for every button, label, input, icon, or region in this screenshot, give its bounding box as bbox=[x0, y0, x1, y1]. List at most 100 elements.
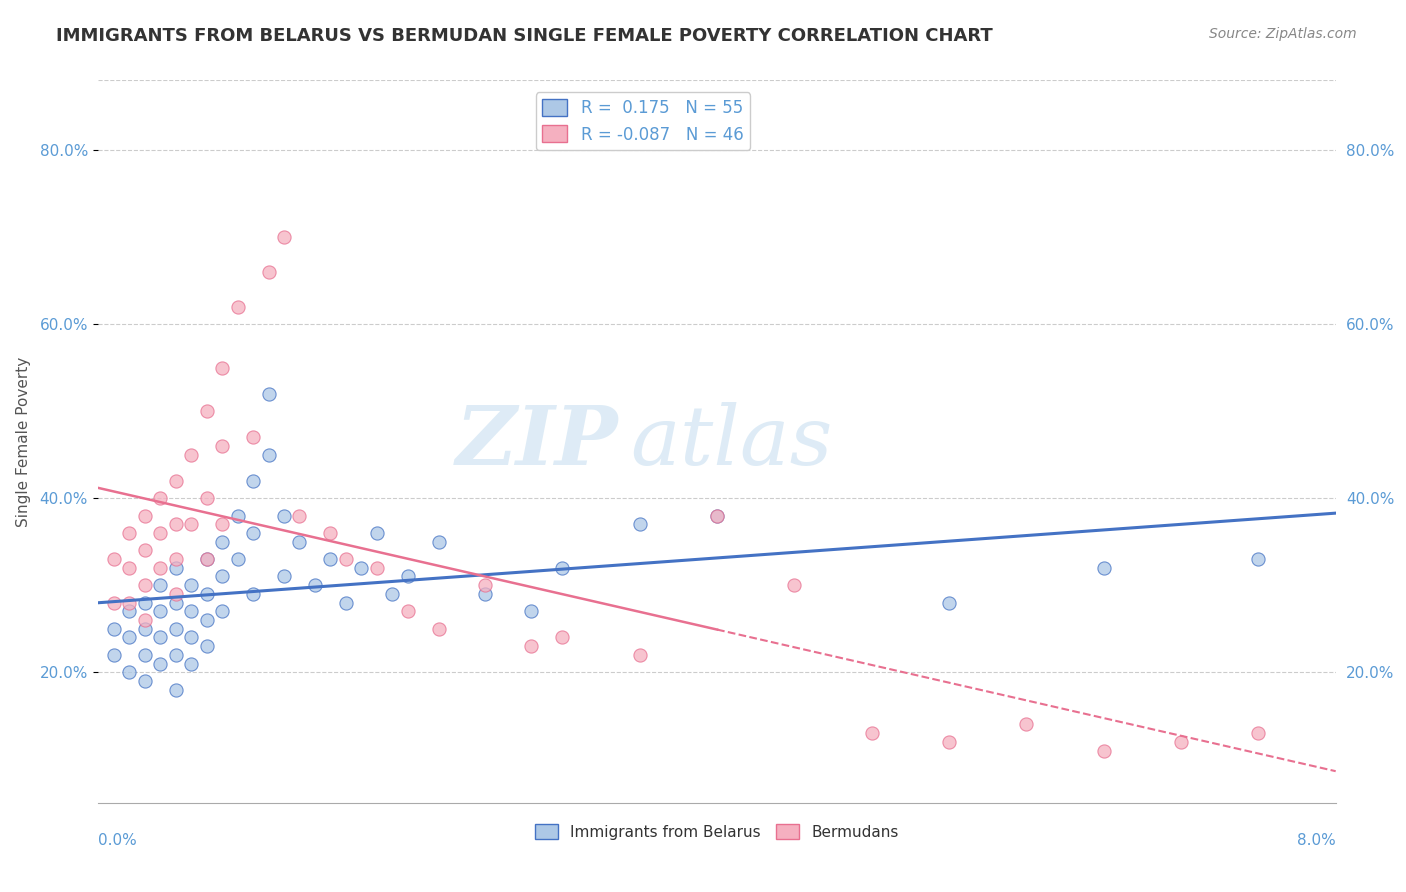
Point bbox=[103, 596, 125, 610]
Point bbox=[474, 578, 496, 592]
Point bbox=[319, 552, 342, 566]
Point bbox=[149, 491, 172, 505]
Point bbox=[366, 525, 388, 540]
Point bbox=[134, 648, 156, 662]
Point bbox=[1015, 717, 1038, 731]
Point bbox=[165, 648, 187, 662]
Point bbox=[180, 657, 202, 671]
Point bbox=[273, 230, 295, 244]
Point bbox=[427, 622, 450, 636]
Point bbox=[628, 517, 651, 532]
Point bbox=[257, 386, 280, 401]
Point bbox=[195, 613, 218, 627]
Point bbox=[180, 631, 202, 645]
Point bbox=[628, 648, 651, 662]
Point bbox=[165, 517, 187, 532]
Point bbox=[149, 561, 172, 575]
Point bbox=[165, 622, 187, 636]
Point bbox=[288, 508, 311, 523]
Point bbox=[242, 587, 264, 601]
Point bbox=[1170, 735, 1192, 749]
Point bbox=[366, 561, 388, 575]
Point bbox=[149, 657, 172, 671]
Point bbox=[180, 578, 202, 592]
Point bbox=[134, 613, 156, 627]
Point bbox=[165, 587, 187, 601]
Point bbox=[149, 578, 172, 592]
Point bbox=[118, 665, 141, 680]
Point bbox=[180, 448, 202, 462]
Point bbox=[319, 525, 342, 540]
Point bbox=[103, 648, 125, 662]
Point bbox=[165, 561, 187, 575]
Point bbox=[211, 517, 233, 532]
Point bbox=[335, 596, 357, 610]
Point bbox=[211, 360, 233, 375]
Point bbox=[257, 448, 280, 462]
Point bbox=[195, 639, 218, 653]
Point bbox=[211, 439, 233, 453]
Point bbox=[134, 673, 156, 688]
Point bbox=[103, 622, 125, 636]
Point bbox=[335, 552, 357, 566]
Point bbox=[273, 508, 295, 523]
Text: atlas: atlas bbox=[630, 401, 832, 482]
Point bbox=[706, 508, 728, 523]
Point bbox=[304, 578, 326, 592]
Point bbox=[211, 534, 233, 549]
Point bbox=[103, 552, 125, 566]
Point bbox=[226, 552, 249, 566]
Point bbox=[427, 534, 450, 549]
Point bbox=[1092, 561, 1115, 575]
Point bbox=[381, 587, 404, 601]
Point bbox=[195, 587, 218, 601]
Point bbox=[165, 552, 187, 566]
Point bbox=[180, 517, 202, 532]
Y-axis label: Single Female Poverty: Single Female Poverty bbox=[17, 357, 31, 526]
Point bbox=[551, 631, 574, 645]
Point bbox=[860, 726, 883, 740]
Point bbox=[118, 631, 141, 645]
Point bbox=[195, 404, 218, 418]
Point bbox=[396, 604, 419, 618]
Point bbox=[211, 604, 233, 618]
Point bbox=[195, 491, 218, 505]
Point bbox=[1247, 726, 1270, 740]
Point bbox=[134, 578, 156, 592]
Point bbox=[396, 569, 419, 583]
Point bbox=[242, 525, 264, 540]
Point bbox=[783, 578, 806, 592]
Point bbox=[474, 587, 496, 601]
Point bbox=[149, 525, 172, 540]
Point bbox=[118, 596, 141, 610]
Point bbox=[118, 604, 141, 618]
Legend: Immigrants from Belarus, Bermudans: Immigrants from Belarus, Bermudans bbox=[529, 818, 905, 846]
Point bbox=[165, 474, 187, 488]
Point bbox=[938, 596, 960, 610]
Point bbox=[1092, 743, 1115, 757]
Point bbox=[149, 604, 172, 618]
Point bbox=[134, 508, 156, 523]
Point bbox=[134, 596, 156, 610]
Point bbox=[520, 604, 543, 618]
Text: Source: ZipAtlas.com: Source: ZipAtlas.com bbox=[1209, 27, 1357, 41]
Point bbox=[350, 561, 373, 575]
Point bbox=[551, 561, 574, 575]
Point bbox=[211, 569, 233, 583]
Point bbox=[257, 265, 280, 279]
Point bbox=[149, 631, 172, 645]
Point bbox=[195, 552, 218, 566]
Point bbox=[226, 508, 249, 523]
Text: IMMIGRANTS FROM BELARUS VS BERMUDAN SINGLE FEMALE POVERTY CORRELATION CHART: IMMIGRANTS FROM BELARUS VS BERMUDAN SING… bbox=[56, 27, 993, 45]
Point bbox=[195, 552, 218, 566]
Point bbox=[180, 604, 202, 618]
Point bbox=[288, 534, 311, 549]
Point bbox=[165, 596, 187, 610]
Point bbox=[273, 569, 295, 583]
Point bbox=[226, 300, 249, 314]
Text: ZIP: ZIP bbox=[456, 401, 619, 482]
Point bbox=[118, 525, 141, 540]
Point bbox=[165, 682, 187, 697]
Point bbox=[242, 474, 264, 488]
Point bbox=[134, 543, 156, 558]
